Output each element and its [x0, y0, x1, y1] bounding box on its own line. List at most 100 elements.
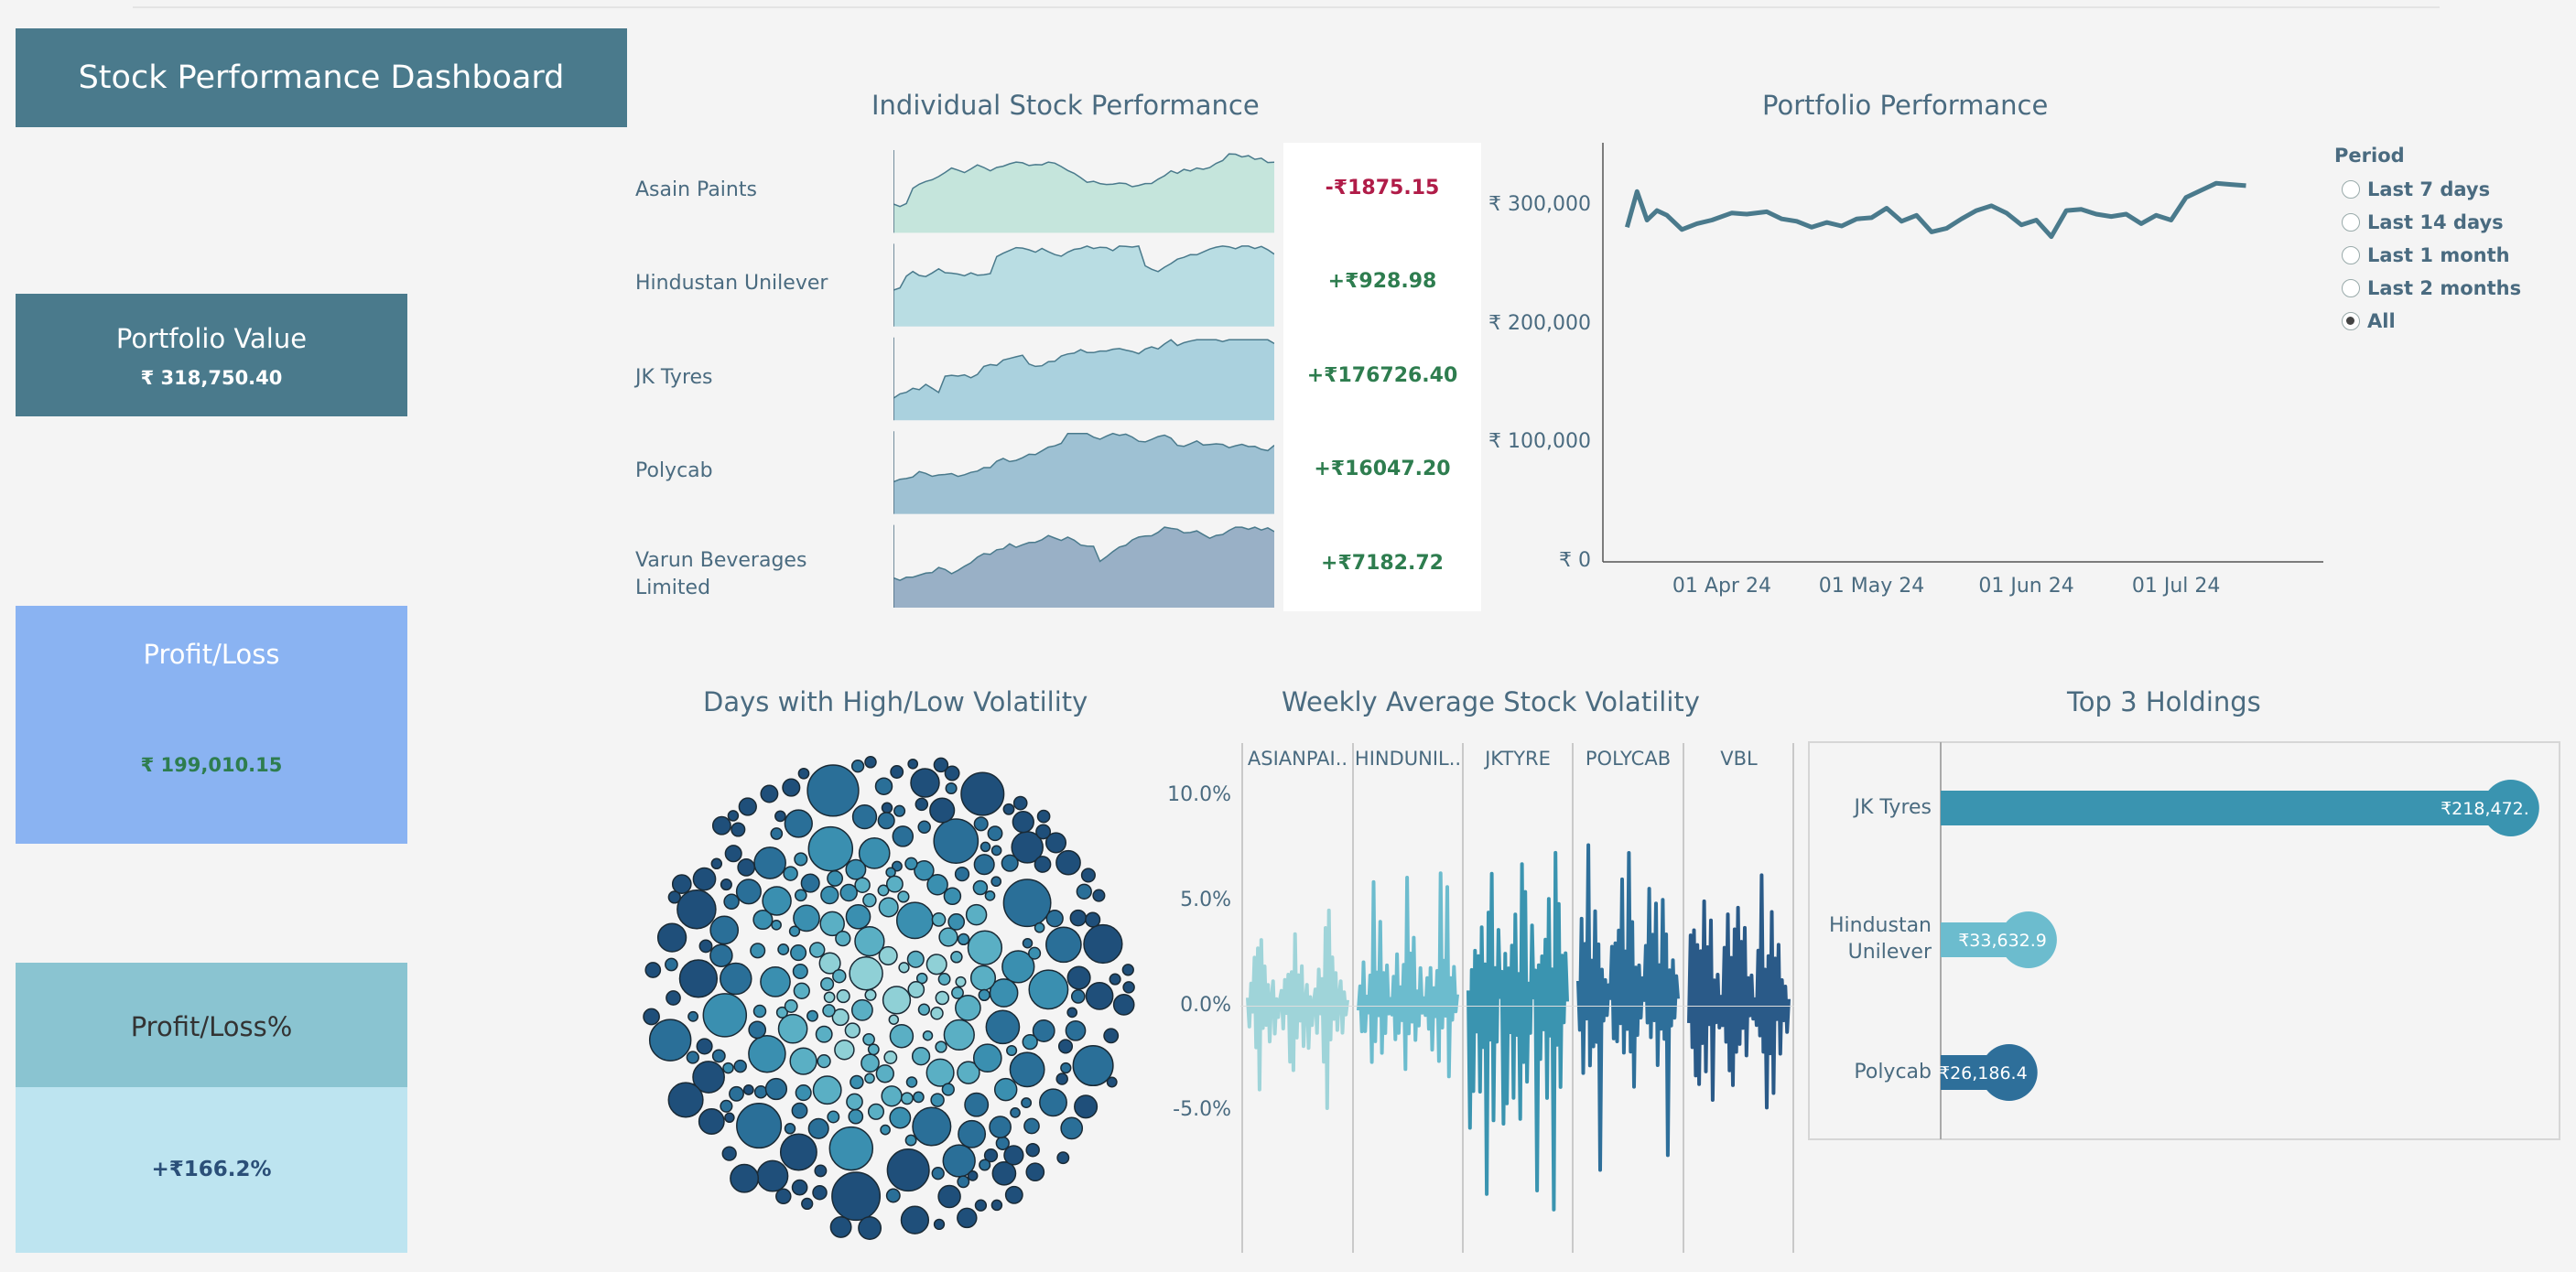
volatility-day-bubble [656, 922, 687, 953]
volatility-day-bubble [698, 939, 713, 954]
volatility-day-bubble [888, 1014, 900, 1025]
period-option-label: Last 1 month [2367, 244, 2510, 266]
radio-icon[interactable] [2342, 279, 2360, 297]
volatility-day-bubble [817, 1053, 831, 1069]
volatility-day-bubble [839, 883, 858, 902]
period-option-label: Last 2 months [2367, 277, 2522, 299]
volatility-day-bubble [1070, 989, 1086, 1004]
volatility-day-bubble [822, 1004, 836, 1018]
volatility-day-bubble [850, 998, 873, 1021]
volatility-day-bubble [1069, 909, 1088, 927]
volatility-day-bubble [935, 1040, 947, 1053]
volatility-day-bubble [748, 1034, 786, 1073]
volatility-panel-header: JKTYRE [1485, 748, 1551, 770]
volatility-day-bubble [957, 1207, 978, 1229]
dashboard-title: Stock Performance Dashboard [16, 28, 627, 127]
volatility-day-bubble [1122, 981, 1135, 994]
stock-profit-loss: +₹176726.40 [1306, 363, 1458, 387]
sparkline-line [893, 526, 1274, 582]
profit-loss-card: Profit/Loss ₹ 199,010.15 [16, 606, 407, 844]
weekly-volatility-chart [1240, 743, 1794, 1253]
volatility-day-bubble [990, 1199, 1003, 1212]
volatility-day-bubble [790, 944, 807, 962]
volatility-day-bubble [885, 875, 904, 893]
period-option[interactable]: All [2342, 308, 2396, 334]
volatility-day-bubble [950, 951, 963, 964]
sparkline-area [893, 245, 1274, 327]
volatility-day-bubble [823, 991, 836, 1004]
stock-name: Polycab [635, 459, 713, 483]
volatility-day-bubble [1044, 832, 1067, 854]
sparkline-line [893, 153, 1274, 208]
volatility-day-bubble [789, 1047, 817, 1075]
volatility-day-bubble [784, 1123, 796, 1135]
volatility-day-bubble [720, 962, 752, 996]
volatility-day-bubble [885, 1188, 901, 1203]
volatility-day-bubble [1025, 1162, 1045, 1182]
volatility-panel-header: HINDUNIL.. [1354, 748, 1462, 770]
volatility-day-bubble [1072, 1044, 1114, 1087]
volatility-day-bubble [736, 1103, 783, 1149]
volatility-day-bubble [729, 1085, 744, 1102]
period-option[interactable]: Last 14 days [2342, 210, 2504, 235]
volatility-day-bubble [867, 1043, 880, 1056]
holding-value-label: ₹33,632.9 [1958, 931, 2047, 951]
individual-stock-title: Individual Stock Performance [871, 90, 1260, 121]
radio-icon[interactable] [2342, 213, 2360, 232]
volatility-day-bubble [864, 756, 877, 769]
volatility-day-bubble [972, 879, 989, 896]
volatility-day-bubble [889, 1106, 912, 1129]
stock-profit-loss: -₹1875.15 [1325, 177, 1440, 199]
volatility-day-bubble [735, 879, 762, 905]
volatility-day-bubble [1083, 923, 1123, 965]
volatility-day-bubble [1023, 1117, 1040, 1135]
radio-icon[interactable] [2342, 312, 2360, 330]
volatility-day-bubble [1066, 965, 1091, 990]
period-option[interactable]: Last 2 months [2342, 275, 2521, 301]
volatility-day-bubble [779, 1133, 817, 1171]
volatility-day-bubble [935, 990, 950, 1006]
volatility-day-bubble [791, 1179, 808, 1196]
radio-icon[interactable] [2342, 180, 2360, 199]
volatility-day-bubble [820, 976, 835, 991]
volatility-day-bubble [897, 890, 910, 903]
volatility-day-bubble [889, 1023, 915, 1049]
volatility-day-bubble [980, 841, 991, 853]
period-option[interactable]: Last 7 days [2342, 177, 2490, 202]
volatility-day-bubble [893, 804, 906, 817]
volatility-day-bubble [958, 1119, 987, 1148]
profit-loss-pct-card: Profit/Loss% +₹166.2% [16, 963, 407, 1253]
radio-icon[interactable] [2342, 246, 2360, 264]
period-option[interactable]: Last 1 month [2342, 243, 2510, 268]
volatility-day-bubble [1092, 889, 1106, 902]
volatility-day-bubble [951, 986, 964, 999]
volatility-day-bubble [965, 903, 988, 926]
holding-category-label: Polycab [1854, 1061, 1932, 1083]
sparkline-line [893, 339, 1274, 399]
volatility-day-bubble [1032, 1019, 1055, 1042]
volatility-day-bubble [1056, 1151, 1070, 1165]
volatility-day-bubble [702, 993, 748, 1038]
volatility-day-bubble [906, 950, 925, 968]
volatility-day-bubble [1074, 1094, 1099, 1119]
volatility-day-bubble [748, 1020, 767, 1040]
period-option-label: All [2367, 310, 2396, 332]
volatility-day-bubble [793, 982, 810, 999]
portfolio-series-line [1624, 180, 2246, 240]
volatility-day-bubble [1036, 809, 1051, 824]
volatility-day-bubble [862, 893, 877, 908]
volatility-day-bubble [960, 771, 1005, 816]
volatility-day-bubble [1021, 1097, 1033, 1109]
volatility-day-bubble [764, 1077, 788, 1101]
volatility-day-bubble [794, 852, 808, 867]
portfolio-x-tick: 01 Jul 24 [2131, 575, 2221, 598]
volatility-day-bubble [860, 1053, 880, 1073]
volatility-day-bubble [1034, 856, 1052, 873]
volatility-day-bubble [933, 757, 949, 773]
stock-profit-loss: +₹16047.20 [1314, 458, 1451, 481]
volatility-day-bubble [819, 911, 845, 937]
volatility-day-bubble [917, 1003, 931, 1016]
volatility-day-bubble [944, 765, 960, 782]
volatility-day-bubble [954, 866, 970, 882]
volatility-day-bubble [907, 981, 925, 998]
